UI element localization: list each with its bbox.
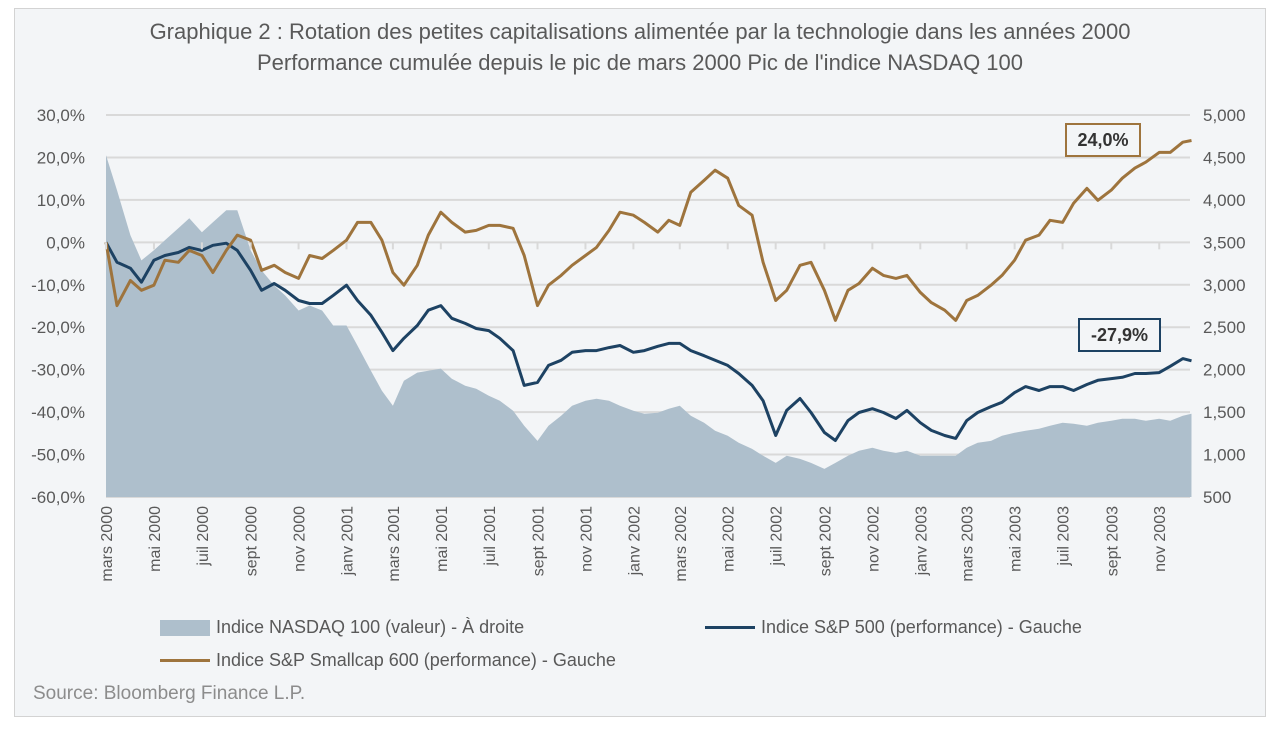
y-right-tick-label: 5,000: [1203, 106, 1246, 125]
chart-subtitle: Performance cumulée depuis le pic de mar…: [256, 50, 1024, 75]
x-tick-label: mars 2000: [99, 506, 116, 582]
legend-swatch-sp500: [705, 626, 755, 629]
x-tick-label: mai 2003: [1008, 506, 1025, 572]
x-tick-label: nov 2003: [1152, 506, 1169, 572]
legend-swatch-smallcap: [160, 659, 210, 662]
y-right-tick-label: 2,500: [1203, 318, 1246, 337]
y-left-tick-label: -30,0%: [31, 361, 85, 380]
y-right-tick-label: 1,000: [1203, 446, 1246, 465]
x-tick-label: juil 2003: [1056, 506, 1073, 567]
y-right-tick-label: 2,000: [1203, 361, 1246, 380]
legend-item-nasdaq: Indice NASDAQ 100 (valeur) - À droite: [160, 617, 524, 638]
annotation-smallcap: 24,0%: [1065, 123, 1141, 157]
y-left-tick-label: -50,0%: [31, 446, 85, 465]
legend-item-sp500: Indice S&P 500 (performance) - Gauche: [705, 617, 1082, 638]
x-tick-label: mars 2002: [673, 506, 690, 582]
x-tick-label: juil 2001: [482, 506, 499, 567]
y-left-tick-label: -10,0%: [31, 276, 85, 295]
y-right-tick-label: 3,000: [1203, 276, 1246, 295]
x-tick-label: sept 2003: [1104, 506, 1121, 576]
x-tick-label: nov 2002: [865, 506, 882, 572]
x-tick-label: sept 2002: [817, 506, 834, 576]
x-tick-label: nov 2000: [292, 506, 309, 572]
y-left-tick-label: 20,0%: [37, 148, 85, 167]
y-right-tick-label: 1,500: [1203, 403, 1246, 422]
legend-label-sp500: Indice S&P 500 (performance) - Gauche: [761, 617, 1082, 637]
y-right-tick-label: 4,500: [1203, 148, 1246, 167]
x-tick-label: janv 2001: [340, 506, 357, 576]
x-tick-label: nov 2001: [578, 506, 595, 572]
legend-swatch-nasdaq: [160, 619, 210, 636]
x-tick-label: mars 2003: [960, 506, 977, 582]
annotation-sp500: -27,9%: [1078, 318, 1161, 352]
y-left-tick-label: 0,0%: [46, 233, 85, 252]
x-tick-label: mars 2001: [386, 506, 403, 582]
x-tick-label: mai 2001: [434, 506, 451, 572]
x-tick-label: juil 2000: [195, 506, 212, 567]
chart-title: Graphique 2 : Rotation des petites capit…: [149, 19, 1131, 44]
y-right-tick-label: 500: [1203, 488, 1231, 507]
y-left-tick-label: 30,0%: [37, 106, 85, 125]
sp500-line: [104, 241, 1192, 442]
legend-item-smallcap: Indice S&P Smallcap 600 (performance) - …: [160, 650, 616, 671]
x-tick-label: sept 2000: [244, 506, 261, 576]
source-note: Source: Bloomberg Finance L.P.: [33, 683, 306, 704]
y-left-tick-label: -40,0%: [31, 403, 85, 422]
legend-label-nasdaq: Indice NASDAQ 100 (valeur) - À droite: [216, 617, 525, 637]
x-tick-label: mai 2000: [147, 506, 164, 572]
y-right-tick-label: 3,500: [1203, 233, 1246, 252]
x-tick-label: juil 2002: [769, 506, 786, 567]
y-left-tick-label: 10,0%: [37, 191, 85, 210]
y-right-tick-label: 4,000: [1203, 191, 1246, 210]
x-tick-label: sept 2001: [531, 506, 548, 576]
y-left-tick-label: -60,0%: [31, 488, 85, 507]
chart-titles: Graphique 2 : Rotation des petites capit…: [0, 16, 1280, 78]
x-tick-label: janv 2002: [626, 506, 643, 576]
nasdaq-area: [106, 155, 1192, 497]
y-left-tick-label: -20,0%: [31, 318, 85, 337]
legend-label-smallcap: Indice S&P Smallcap 600 (performance) - …: [216, 650, 616, 670]
smallcap-line: [104, 139, 1192, 322]
x-tick-label: mai 2002: [721, 506, 738, 572]
x-tick-label: janv 2003: [913, 506, 930, 576]
